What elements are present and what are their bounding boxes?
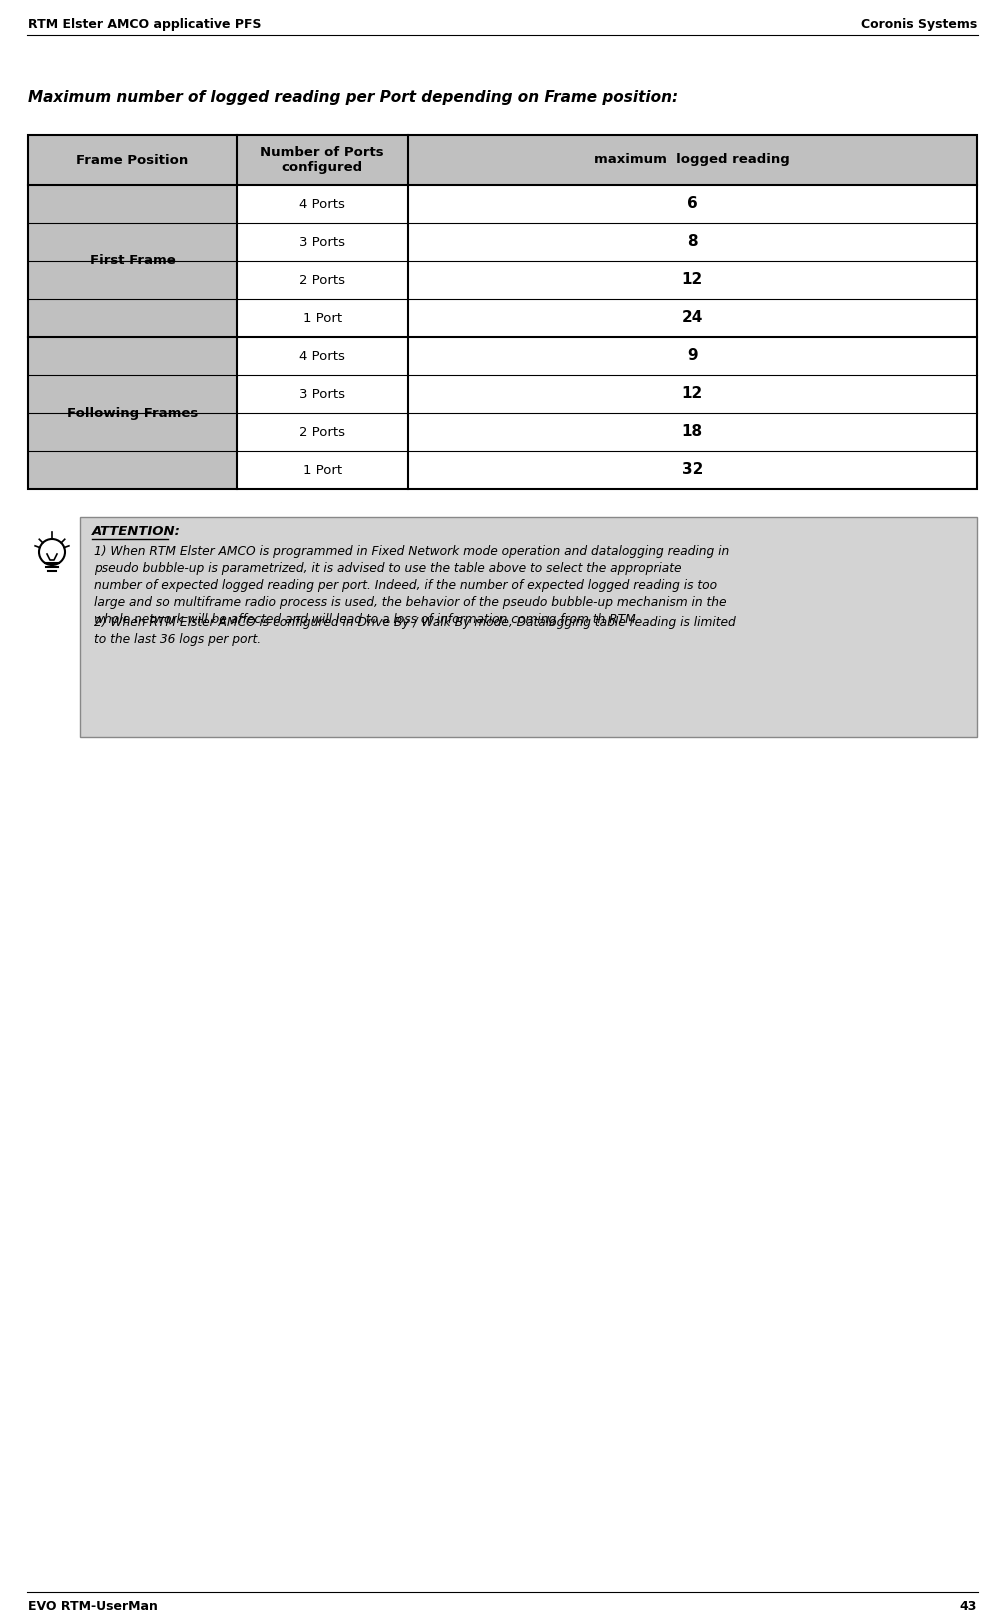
Text: Number of Ports
configured: Number of Ports configured	[260, 146, 384, 174]
Text: 6: 6	[687, 196, 697, 211]
Text: 1) When RTM Elster AMCO is programmed in Fixed Network mode operation and datalo: 1) When RTM Elster AMCO is programmed in…	[94, 545, 730, 626]
Text: Maximum number of logged reading per Port depending on Frame position:: Maximum number of logged reading per Por…	[28, 89, 678, 105]
Text: 2) When RTM Elster AMCO is configured in Drive By / Walk By mode, Datalogging ta: 2) When RTM Elster AMCO is configured in…	[94, 616, 736, 646]
Circle shape	[39, 539, 65, 564]
Bar	[28, 375, 237, 414]
Bar	[408, 261, 977, 298]
Text: 9: 9	[687, 349, 697, 363]
Bar	[408, 222, 977, 261]
Bar	[28, 337, 237, 375]
Text: 3 Ports: 3 Ports	[299, 235, 345, 248]
Bar	[237, 222, 408, 261]
Bar	[80, 517, 977, 736]
Text: 12: 12	[681, 272, 702, 287]
Bar	[28, 222, 237, 261]
Bar	[28, 135, 977, 488]
Text: 1 Port: 1 Port	[303, 464, 342, 477]
Text: 32: 32	[681, 462, 702, 477]
Bar	[237, 337, 408, 375]
Text: 3 Ports: 3 Ports	[299, 388, 345, 401]
Bar	[28, 414, 237, 451]
Text: Frame Position: Frame Position	[76, 154, 189, 167]
Bar	[28, 135, 977, 185]
Text: 2 Ports: 2 Ports	[299, 274, 345, 287]
Bar	[408, 451, 977, 488]
Bar	[28, 261, 237, 298]
Text: 24: 24	[681, 310, 702, 326]
Bar	[28, 451, 237, 488]
Bar	[237, 414, 408, 451]
Bar	[408, 298, 977, 337]
Bar	[237, 298, 408, 337]
Bar	[408, 185, 977, 222]
Text: 4 Ports: 4 Ports	[299, 349, 345, 362]
Text: 43: 43	[960, 1599, 977, 1612]
Text: First Frame: First Frame	[89, 255, 175, 268]
Text: 2 Ports: 2 Ports	[299, 425, 345, 438]
Bar	[237, 261, 408, 298]
Bar	[237, 451, 408, 488]
Bar	[408, 337, 977, 375]
Text: RTM Elster AMCO applicative PFS: RTM Elster AMCO applicative PFS	[28, 18, 261, 31]
Text: Following Frames: Following Frames	[66, 407, 198, 420]
Text: 8: 8	[687, 235, 697, 250]
Bar	[237, 375, 408, 414]
Text: 4 Ports: 4 Ports	[299, 198, 345, 211]
Bar	[28, 298, 237, 337]
Text: Coronis Systems: Coronis Systems	[860, 18, 977, 31]
Text: EVO RTM-UserMan: EVO RTM-UserMan	[28, 1599, 158, 1612]
Text: maximum  logged reading: maximum logged reading	[594, 154, 790, 167]
Bar	[237, 185, 408, 222]
Bar	[408, 375, 977, 414]
Text: ATTENTION:: ATTENTION:	[92, 526, 181, 539]
Text: 18: 18	[681, 425, 702, 440]
Text: 1 Port: 1 Port	[303, 311, 342, 324]
Text: 12: 12	[681, 386, 702, 402]
Bar	[408, 414, 977, 451]
Bar	[28, 185, 237, 222]
